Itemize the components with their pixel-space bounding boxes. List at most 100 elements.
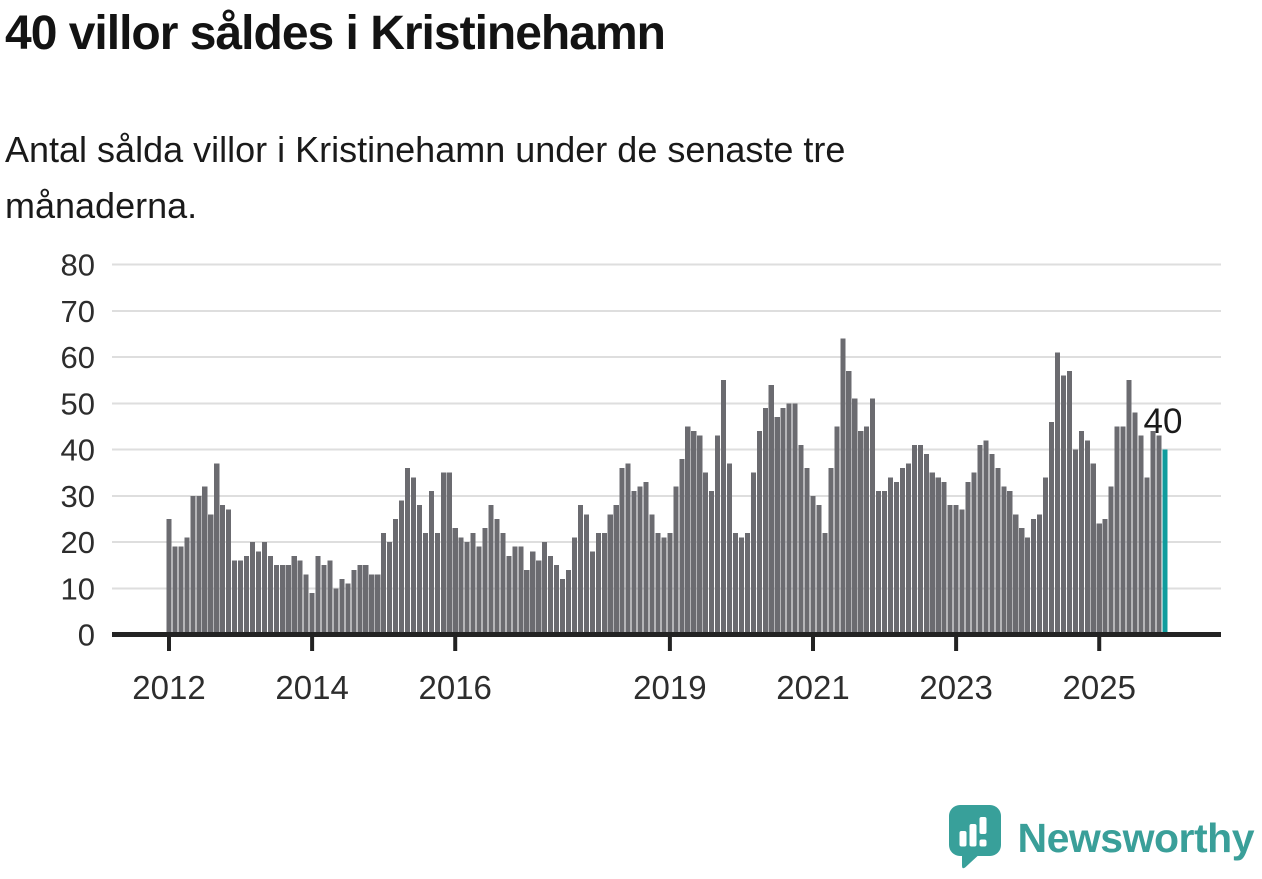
bar [685, 426, 691, 635]
bar [589, 551, 595, 635]
bar [1037, 514, 1043, 635]
x-axis-label: 2025 [1063, 669, 1136, 706]
branding-footer: Newsworthy [948, 804, 1255, 872]
bar [399, 500, 405, 635]
bar [768, 384, 774, 635]
bar [249, 542, 256, 635]
bar [1001, 486, 1007, 635]
bar [488, 505, 494, 635]
bar [601, 532, 607, 635]
highlight-bar [1162, 449, 1168, 635]
bar [750, 472, 756, 635]
bar [470, 532, 476, 635]
bar [238, 560, 244, 635]
y-axis-label: 80 [61, 248, 95, 283]
bar [255, 551, 261, 635]
bar [393, 518, 399, 635]
bar [542, 542, 548, 635]
bar [327, 560, 333, 635]
x-axis-label: 2012 [132, 669, 205, 706]
bar [404, 468, 411, 635]
bar [232, 560, 238, 635]
bar [846, 370, 852, 635]
bar [613, 505, 619, 635]
x-axis-label: 2019 [633, 669, 706, 706]
bar [226, 509, 232, 635]
bar [1138, 435, 1144, 635]
bar [995, 468, 1001, 635]
bar [822, 532, 828, 635]
bar [512, 546, 518, 635]
bar [524, 569, 530, 635]
x-axis-label: 2023 [919, 669, 992, 706]
bar [858, 431, 864, 635]
bar [1054, 352, 1061, 635]
bar [279, 565, 285, 635]
bar [905, 463, 911, 635]
bar [726, 463, 733, 635]
bar [691, 431, 697, 635]
bar [780, 407, 786, 635]
bar [422, 532, 428, 635]
bar [619, 468, 625, 635]
bar [518, 546, 524, 635]
bar [458, 537, 464, 635]
bar [977, 444, 983, 635]
bar [297, 560, 303, 635]
bar [548, 555, 554, 635]
bar [917, 444, 923, 635]
bar [351, 569, 357, 635]
bar [1013, 514, 1019, 635]
bar [876, 491, 882, 635]
bar [1025, 537, 1031, 635]
bar [721, 380, 727, 635]
bar [434, 532, 440, 635]
x-axis-label: 2016 [419, 669, 492, 706]
bar [345, 583, 351, 635]
bar [762, 407, 768, 635]
chart-subtitle-line-2: månaderna. [5, 185, 198, 226]
bar [172, 546, 178, 635]
bar [989, 454, 995, 635]
bar [560, 579, 566, 635]
bar [667, 532, 673, 635]
bar [315, 555, 321, 635]
x-axis-tick [167, 637, 171, 651]
bar [595, 532, 601, 635]
bar [637, 486, 643, 635]
bar [387, 542, 393, 635]
bar [303, 574, 309, 635]
bar [804, 468, 810, 635]
bar [816, 505, 822, 635]
bar [673, 486, 679, 635]
bar [482, 528, 488, 635]
bar [1090, 463, 1096, 635]
bar [530, 551, 536, 635]
bar [202, 486, 208, 635]
bar [214, 463, 220, 635]
bar [452, 528, 458, 635]
bar [410, 477, 417, 635]
bar [965, 481, 971, 635]
bar [887, 477, 894, 635]
bar [1132, 412, 1138, 635]
bar [840, 338, 846, 635]
bar [464, 542, 470, 635]
y-axis-label: 0 [78, 618, 95, 653]
bar [1126, 380, 1132, 635]
newsworthy-wordmark: Newsworthy [1017, 814, 1255, 861]
bar [774, 417, 780, 635]
y-axis-label: 50 [61, 386, 95, 421]
bar [267, 555, 273, 635]
bar [828, 468, 834, 635]
bar [798, 444, 804, 635]
bar [852, 398, 858, 635]
x-axis-tick [1097, 637, 1102, 651]
bar [923, 454, 929, 635]
bar [1066, 370, 1072, 635]
bar [1078, 431, 1084, 635]
bar [983, 440, 989, 635]
bar [476, 546, 482, 635]
